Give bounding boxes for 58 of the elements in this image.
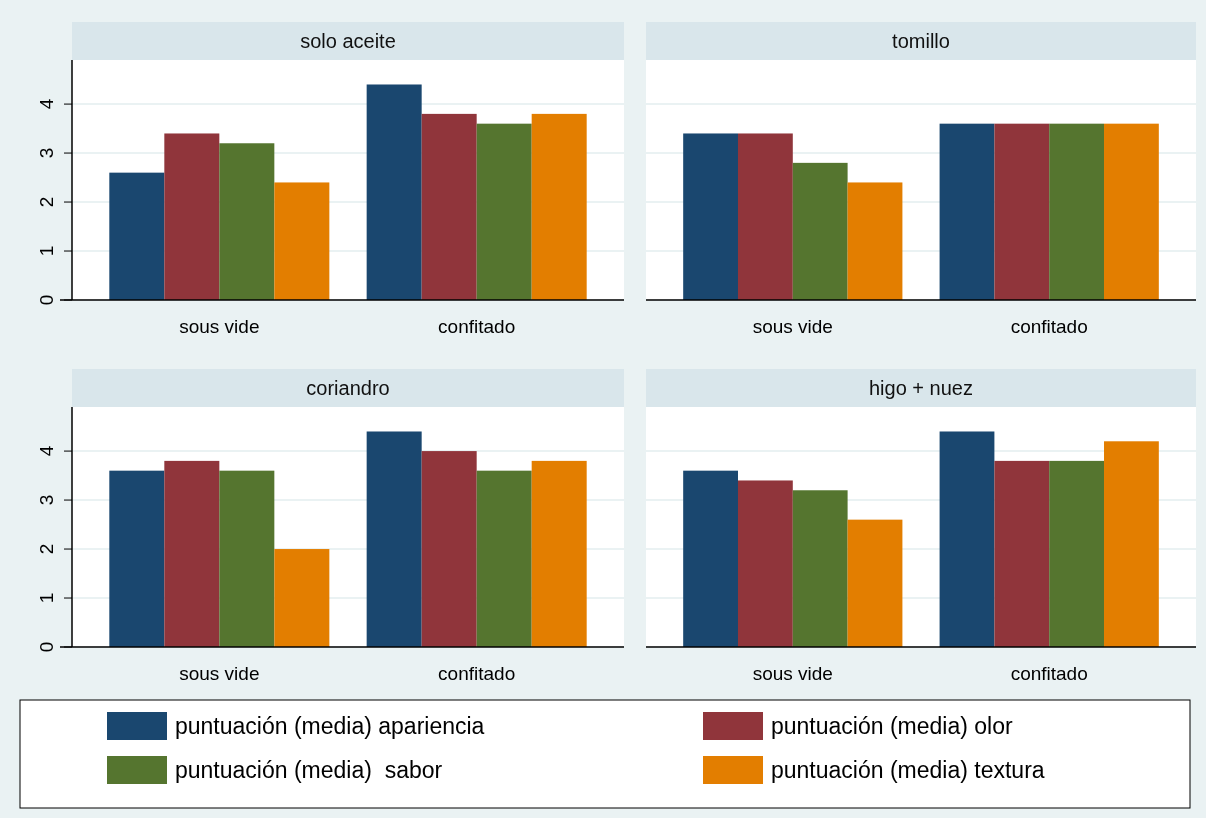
bar	[1104, 441, 1159, 647]
bar	[274, 549, 330, 647]
y-tick-label: 3	[35, 494, 57, 506]
bar	[847, 519, 903, 647]
bar	[1104, 123, 1159, 300]
bar	[421, 113, 477, 300]
legend-label: puntuación (media) textura	[771, 757, 1045, 783]
y-tick-label: 1	[35, 245, 57, 257]
y-tick-label: 1	[35, 592, 57, 604]
legend-label: puntuación (media) sabor	[175, 757, 443, 783]
bar	[366, 84, 422, 300]
bar	[219, 143, 275, 300]
bar	[109, 172, 165, 300]
x-tick-label: confitado	[438, 316, 516, 337]
bar	[939, 431, 995, 647]
y-tick-label: 2	[35, 196, 57, 208]
bar	[1049, 460, 1105, 647]
bar	[109, 470, 165, 647]
bar	[683, 470, 738, 647]
bar	[421, 451, 477, 647]
bar	[737, 133, 793, 300]
bar	[476, 123, 532, 300]
chart-title: higo + nuez	[869, 377, 973, 399]
bar	[219, 470, 275, 647]
bar	[939, 123, 995, 300]
x-tick-label: sous vide	[752, 663, 833, 684]
chart-title: tomillo	[892, 30, 950, 52]
x-tick-label: confitado	[438, 663, 516, 684]
bar	[792, 490, 848, 647]
bar	[1049, 123, 1105, 300]
y-tick-label: 2	[35, 543, 57, 555]
bar	[737, 480, 793, 647]
bar	[274, 182, 330, 300]
bar	[164, 460, 220, 647]
bar	[847, 182, 903, 300]
legend-label: puntuación (media) apariencia	[175, 713, 485, 739]
x-tick-label: sous vide	[752, 316, 833, 337]
y-tick-label: 0	[35, 294, 57, 306]
bar	[164, 133, 220, 300]
bar	[531, 113, 587, 300]
x-tick-label: sous vide	[179, 663, 260, 684]
bar	[531, 460, 587, 647]
y-tick-label: 4	[35, 445, 57, 457]
x-tick-label: confitado	[1010, 663, 1088, 684]
bar	[994, 460, 1050, 647]
bar	[476, 470, 532, 647]
chart-title: solo aceite	[300, 30, 396, 52]
y-tick-label: 4	[35, 98, 57, 110]
y-tick-label: 3	[35, 147, 57, 159]
x-tick-label: sous vide	[179, 316, 260, 337]
x-tick-label: confitado	[1010, 316, 1088, 337]
bar	[366, 431, 422, 647]
bar	[683, 133, 738, 300]
bar	[792, 162, 848, 300]
chart-title: coriandro	[306, 377, 390, 399]
legend-label: puntuación (media) olor	[771, 713, 1013, 739]
y-tick-label: 0	[35, 641, 57, 653]
bar	[994, 123, 1050, 300]
